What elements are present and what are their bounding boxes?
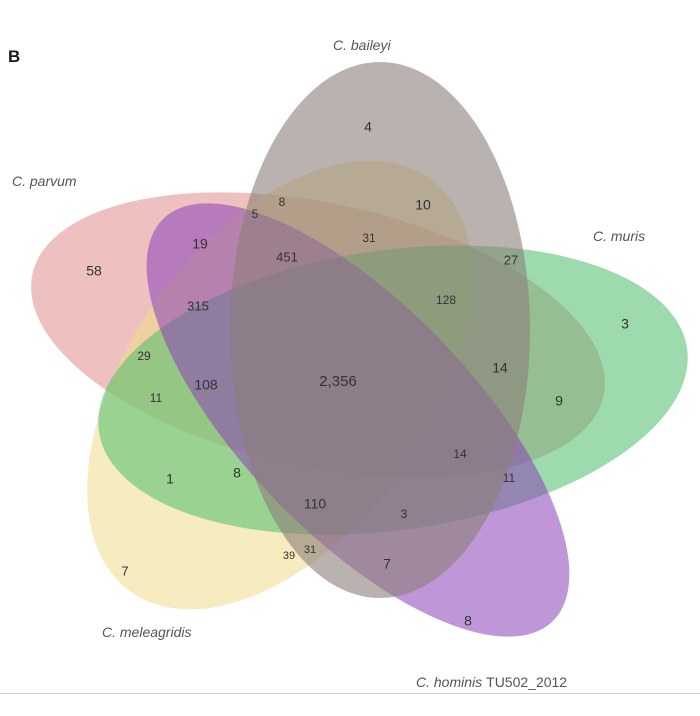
region-count: 8 — [464, 613, 472, 629]
region-count: 108 — [194, 377, 218, 393]
region-count: 7 — [383, 556, 391, 572]
region-count: 31 — [362, 231, 376, 245]
region-count: 11 — [503, 471, 516, 485]
region-count: 19 — [192, 236, 208, 252]
region-count: 7 — [121, 563, 128, 578]
set-label-c-baileyi: C. baileyi — [333, 37, 391, 53]
set-label-c-meleagridis: C. meleagridis — [102, 624, 191, 640]
region-count: 14 — [453, 447, 467, 461]
region-count: 39 — [283, 550, 295, 562]
region-count: 31 — [304, 544, 316, 556]
bottom-divider — [0, 693, 700, 694]
region-count: 58 — [86, 263, 102, 279]
region-count: 1 — [166, 471, 174, 487]
region-count: 9 — [555, 393, 563, 409]
region-count: 2,356 — [319, 373, 357, 390]
region-count: 29 — [137, 349, 151, 363]
region-count: 315 — [187, 298, 209, 313]
set-label-c-muris: C. muris — [593, 228, 645, 244]
set-label-c-parvum: C. parvum — [12, 173, 77, 189]
region-count: 8 — [233, 465, 241, 481]
region-counts: 58 4 3 7 8 19 5 8 10 31 451 27 128 315 2… — [86, 119, 629, 629]
region-count: 11 — [150, 391, 163, 405]
set-labels: C. parvum C. baileyi C. muris C. meleagr… — [12, 37, 645, 690]
region-count: 3 — [401, 507, 408, 521]
region-count: 4 — [364, 119, 372, 135]
set-label-c-hominis: C. hominis TU502_2012 — [416, 674, 567, 690]
region-count: 110 — [304, 496, 327, 512]
set-ellipses — [31, 62, 688, 637]
region-count: 10 — [415, 197, 431, 213]
region-count: 8 — [279, 195, 286, 209]
panel-label: B — [8, 47, 20, 66]
set-label-c-hominis-suffix: TU502_2012 — [486, 674, 567, 690]
region-count: 5 — [252, 207, 259, 221]
region-count: 3 — [621, 316, 629, 332]
region-count: 14 — [492, 360, 508, 376]
set-label-c-hominis-name: C. hominis — [416, 674, 482, 690]
region-count: 27 — [504, 252, 518, 267]
ellipse-c-baileyi — [230, 62, 530, 598]
region-count: 451 — [276, 249, 298, 264]
region-count: 128 — [436, 293, 456, 307]
